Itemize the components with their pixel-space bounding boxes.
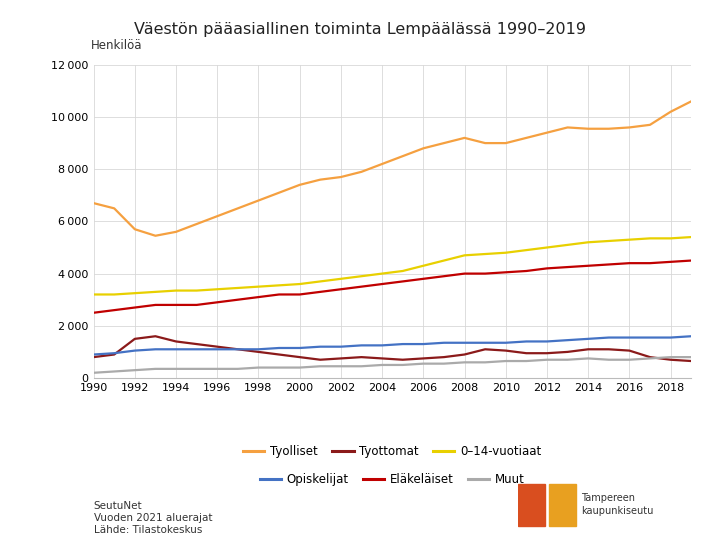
Text: Henkilöä: Henkilöä [91,39,142,52]
Bar [518,484,546,526]
Text: Väestön pääasiallinen toiminta Lempäälässä 1990–2019: Väestön pääasiallinen toiminta Lempääläs… [134,22,586,37]
Text: Tampereen
kaupunkiseutu: Tampereen kaupunkiseutu [582,494,654,516]
Legend: Opiskelijat, Eläkeläiset, Muut: Opiskelijat, Eläkeläiset, Muut [255,469,530,491]
Bar [549,484,576,526]
Text: SeutuNet
Vuoden 2021 aluerajat
Lähde: Tilastokeskus: SeutuNet Vuoden 2021 aluerajat Lähde: Ti… [94,502,212,535]
